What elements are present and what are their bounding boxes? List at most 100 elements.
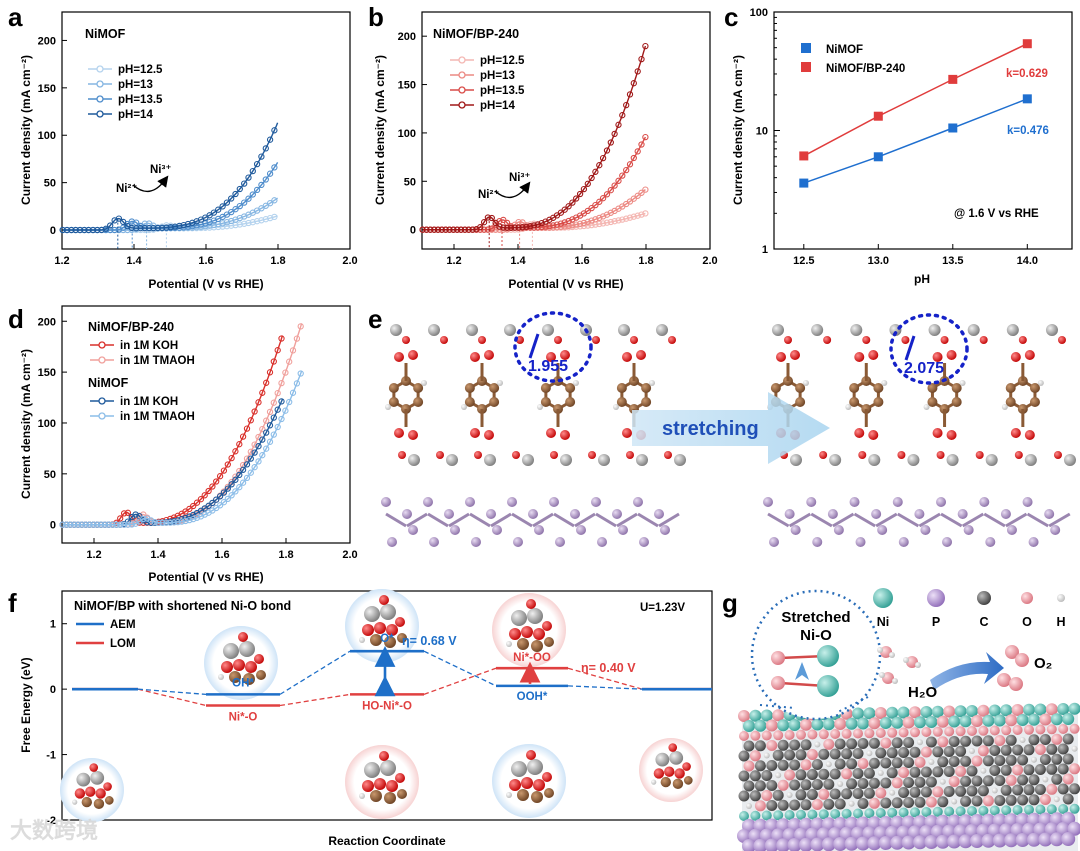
- slab-atom: [852, 788, 864, 799]
- p-atom: [570, 509, 580, 519]
- slab-atom: [932, 766, 944, 778]
- slab-atom: [980, 767, 987, 774]
- slab-atom: [951, 798, 958, 805]
- oxygen-atom: [668, 336, 676, 344]
- hydrogen-atom: [1001, 404, 1008, 410]
- lsv-point-2: [623, 166, 630, 174]
- oxygen-atom: [1053, 451, 1062, 459]
- panel-c: c 12.5 13.0 13.5 14.0 1 10 100 NiMOF NiMOF/BP-…: [724, 2, 1073, 286]
- lsv-point-3: [186, 516, 193, 524]
- slab-atom: [909, 786, 921, 798]
- slab-atom: [1034, 744, 1046, 755]
- bubble-atom: [256, 670, 266, 680]
- lsv-point-3: [251, 464, 258, 471]
- lsv-point-3: [163, 224, 170, 231]
- lsv-point-3: [97, 521, 105, 528]
- slab-atom: [1069, 763, 1080, 775]
- p-atom: [812, 537, 823, 547]
- slab-atom: [1039, 713, 1052, 726]
- p-atom: [769, 537, 779, 547]
- p-atom: [450, 525, 460, 535]
- lsv-point-3: [289, 389, 297, 396]
- slab-atom: [841, 728, 852, 739]
- lsv-point-3: [469, 226, 476, 233]
- slab-atom: [750, 810, 761, 821]
- lsv-point-0: [253, 218, 261, 225]
- lsv-point-3: [419, 226, 426, 233]
- slab-atom: [1017, 794, 1029, 806]
- legend-marker: [96, 95, 104, 103]
- slab-atom: [875, 728, 886, 738]
- slab-atom: [1049, 832, 1064, 847]
- bubble-atom: [395, 773, 405, 783]
- slab-atom: [754, 740, 766, 752]
- lsv-series-line-3: [422, 45, 647, 231]
- ytick-label: 10: [756, 126, 768, 138]
- bp-bond: [875, 512, 898, 528]
- lsv-point-3: [59, 226, 66, 234]
- lsv-point-3: [592, 168, 599, 175]
- slab-atom: [789, 799, 801, 811]
- lsv-point-2: [216, 493, 224, 500]
- ni-atom: [618, 324, 630, 336]
- slab-atom: [890, 835, 905, 850]
- lsv-point-2: [638, 141, 645, 148]
- bubble-atom: [90, 770, 105, 785]
- slab-atom: [943, 746, 955, 757]
- lsv-point-3: [94, 521, 101, 528]
- slab-atom: [864, 808, 875, 819]
- lsv-point-1: [630, 195, 637, 202]
- slab-atom: [898, 727, 909, 738]
- slab-atom: [977, 785, 989, 797]
- p-atom: [1022, 497, 1033, 507]
- p-atom: [784, 509, 795, 519]
- bubble-atom: [359, 637, 365, 643]
- legend-label: in 1M KOH: [120, 340, 178, 352]
- slab-atom: [954, 705, 967, 718]
- slab-atom: [811, 759, 823, 770]
- slab-atom: [749, 770, 761, 782]
- slab-atom: [932, 786, 944, 798]
- ni-atom: [466, 324, 478, 336]
- carbon-atom: [873, 383, 884, 393]
- lsv-point-0: [596, 220, 603, 228]
- oxygen-atom: [408, 430, 418, 440]
- bp-bond: [637, 512, 659, 528]
- lsv-point-3: [151, 519, 158, 526]
- lsv-point-1: [289, 347, 297, 354]
- ni-atom: [560, 454, 572, 466]
- oxygen-atom: [1024, 350, 1035, 360]
- ylabel-b: Current density (mA cm⁻²): [373, 55, 387, 205]
- lsv-point-2: [263, 429, 270, 436]
- ni2-label-a: Ni²⁺: [116, 183, 137, 195]
- lsv-point-3: [86, 521, 93, 528]
- lsv-point-3: [241, 180, 248, 187]
- eta-aem: η= 0.68 V: [402, 634, 457, 648]
- structure-bubbles-f: [60, 589, 703, 822]
- slab-atom: [866, 750, 873, 757]
- slab-atom: [784, 769, 796, 781]
- lsv-point-3: [626, 91, 634, 98]
- bubble-atom: [655, 752, 670, 767]
- ni-atom: [390, 324, 402, 336]
- xtick-label: 2.0: [342, 549, 357, 561]
- slab-atom: [970, 834, 984, 848]
- lsv-point-3: [85, 226, 92, 234]
- slab-atom: [920, 786, 932, 798]
- lsv-point-3: [271, 127, 278, 134]
- lsv-point-0: [262, 216, 269, 223]
- point-bp: [948, 74, 958, 84]
- slab-atom: [807, 809, 818, 820]
- slab-atom: [1071, 745, 1078, 752]
- xtick-label: 1.6: [198, 255, 213, 267]
- slab-atom: [784, 730, 795, 740]
- slab-atom: [1046, 804, 1057, 815]
- panel-label-g: g: [722, 588, 738, 618]
- slab-atom: [1000, 764, 1012, 776]
- lsv-point-1: [193, 224, 200, 231]
- lsv-point-0: [247, 417, 254, 424]
- slab-atom: [834, 738, 846, 750]
- slab-atom: [789, 779, 801, 791]
- lsv-point-3: [224, 495, 231, 503]
- lsv-point-3: [569, 199, 576, 206]
